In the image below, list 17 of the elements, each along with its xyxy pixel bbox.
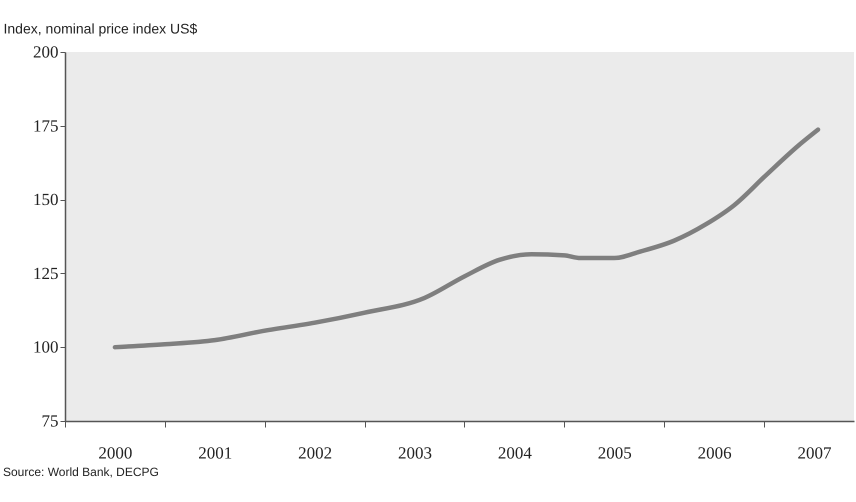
x-tick-label: 2003	[398, 444, 432, 462]
x-tick-label: 2007	[798, 444, 832, 462]
y-tick-label: 175	[33, 116, 58, 136]
y-tick-label: 125	[33, 264, 58, 283]
x-tick-label: 2005	[598, 444, 632, 462]
x-tick-label: 2001	[198, 444, 232, 462]
y-tick-label: 100	[33, 338, 58, 357]
line-series	[112, 127, 820, 350]
x-tick-label: 2004	[498, 444, 532, 462]
y-tick-label: 200	[33, 42, 58, 62]
y-tick-label: 150	[33, 190, 58, 210]
x-tick-label: 2002	[298, 444, 332, 462]
y-axis-title: Index, nominal price index US$	[4, 20, 198, 36]
x-tick-label: 2000	[98, 444, 132, 462]
y-tick-label: 75	[42, 412, 58, 430]
source-note: Source: World Bank, DECPG	[3, 465, 159, 479]
x-tick-label: 2006	[698, 444, 732, 462]
